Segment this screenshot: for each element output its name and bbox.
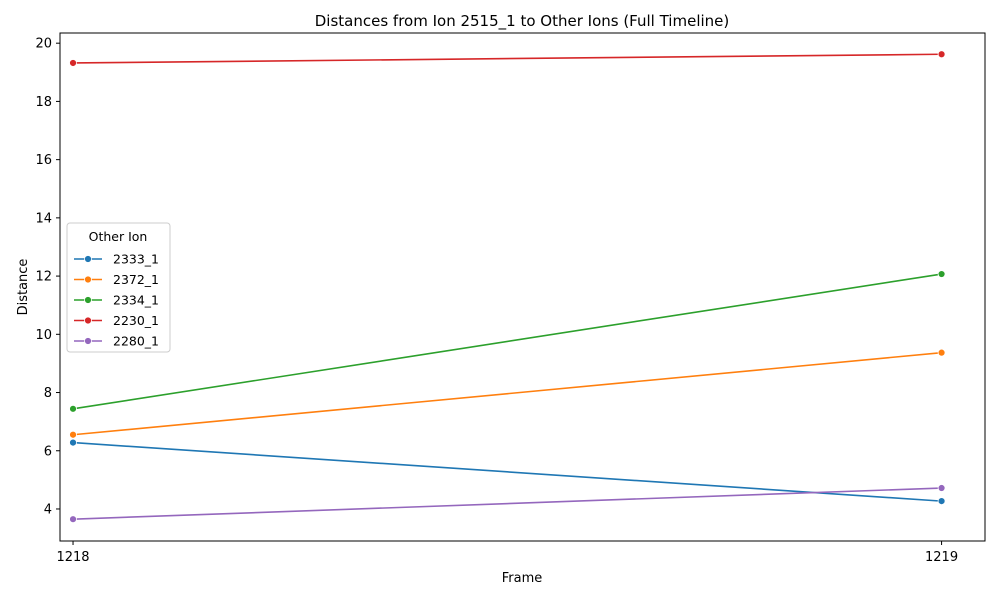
y-tick-label: 20 xyxy=(35,37,52,52)
series-line xyxy=(72,351,942,436)
y-axis-label: Distance xyxy=(16,259,31,316)
y-tick-label: 12 xyxy=(35,270,52,285)
legend-title: Other Ion xyxy=(89,229,148,244)
legend-item: 2333_1 xyxy=(74,252,159,267)
legend: Other Ion 2333_1 2372_1 2334_1 2230_1 2280_1 xyxy=(66,222,171,353)
series-2334_1 xyxy=(69,270,946,413)
x-axis-label: Frame xyxy=(502,571,543,586)
y-tick-label: 4 xyxy=(44,502,52,517)
series-line xyxy=(72,441,942,502)
series-line xyxy=(72,487,942,520)
legend-swatch-marker xyxy=(84,296,92,304)
legend-item: 2280_1 xyxy=(74,334,159,349)
data-point xyxy=(937,348,946,357)
legend-label: 2230_1 xyxy=(113,313,159,328)
legend-items: 2333_1 2372_1 2334_1 2230_1 2280_1 xyxy=(74,252,159,349)
data-point xyxy=(937,50,946,59)
y-tick-label: 10 xyxy=(35,328,52,343)
series-2280_1 xyxy=(69,484,946,524)
data-point xyxy=(69,404,77,413)
x-axis: 1218 1219 xyxy=(56,541,958,565)
plot-frame xyxy=(59,32,986,542)
data-point xyxy=(937,484,946,492)
x-tick-label: 1218 xyxy=(56,550,89,565)
x-tick-label: 1219 xyxy=(925,550,958,565)
chart-title: Distances from Ion 2515_1 to Other Ions … xyxy=(315,12,730,31)
series-line xyxy=(72,273,942,410)
legend-label: 2280_1 xyxy=(113,334,159,349)
y-tick-label: 8 xyxy=(44,386,52,401)
legend-swatch-marker xyxy=(84,275,92,284)
y-tick-label: 6 xyxy=(44,444,52,459)
series-layer xyxy=(69,50,946,524)
series-line xyxy=(73,53,942,64)
series-2372_1 xyxy=(69,348,946,439)
y-tick-label: 14 xyxy=(35,211,52,226)
data-point xyxy=(69,59,77,67)
series-2333_1 xyxy=(69,438,946,506)
legend-label: 2334_1 xyxy=(113,293,159,308)
y-tick-label: 18 xyxy=(35,95,52,110)
legend-swatch-marker xyxy=(84,255,92,263)
legend-swatch-marker xyxy=(84,316,92,325)
data-point xyxy=(69,515,77,524)
legend-label: 2372_1 xyxy=(113,272,159,287)
legend-item: 2372_1 xyxy=(74,272,159,287)
data-point xyxy=(937,497,946,506)
y-tick-label: 16 xyxy=(35,153,52,168)
y-axis: 4 6 8 10 12 14 16 18 20 xyxy=(35,37,60,517)
data-point xyxy=(69,438,77,447)
data-point xyxy=(69,430,77,439)
legend-item: 2334_1 xyxy=(74,293,159,308)
legend-swatch-marker xyxy=(84,337,92,345)
data-point xyxy=(937,270,946,278)
legend-item: 2230_1 xyxy=(74,313,159,328)
legend-label: 2333_1 xyxy=(113,252,159,267)
series-2230_1 xyxy=(69,50,946,67)
